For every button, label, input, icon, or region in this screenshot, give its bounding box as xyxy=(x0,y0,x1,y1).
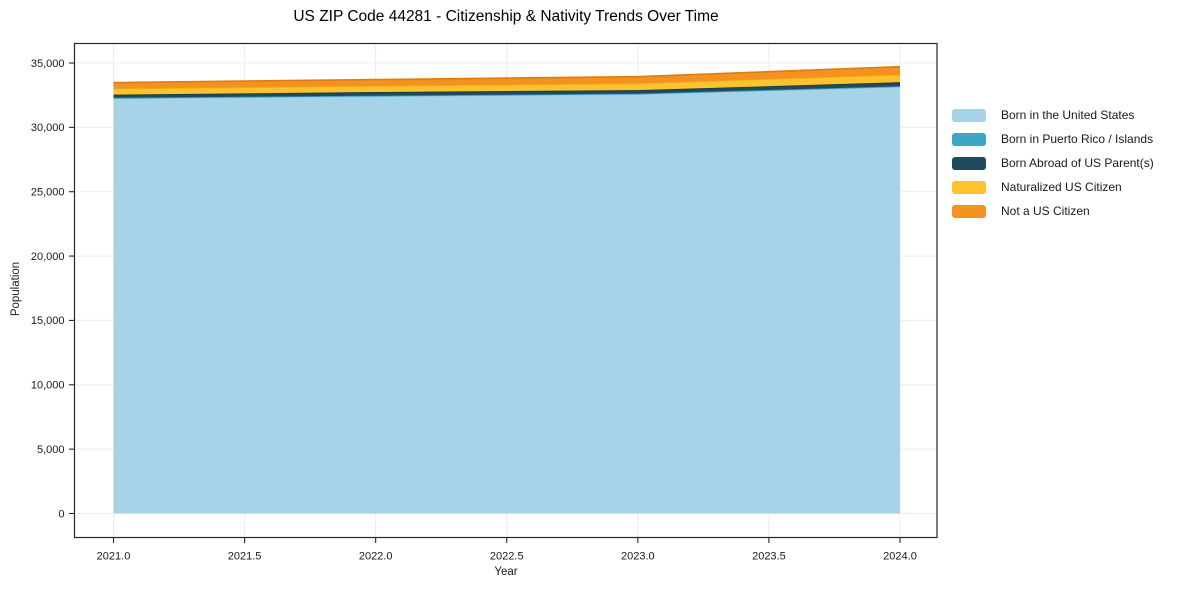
legend-swatch-icon xyxy=(952,180,986,194)
y-tick-label: 20,000 xyxy=(31,251,65,263)
x-tick-label: 2021.0 xyxy=(97,551,131,563)
y-tick-label: 35,000 xyxy=(31,58,65,70)
area-band-4 xyxy=(113,66,900,89)
legend-label: Born Abroad of US Parent(s) xyxy=(1001,156,1154,170)
x-tick-label: 2024.0 xyxy=(883,551,917,563)
y-tick-label: 5,000 xyxy=(37,444,65,456)
legend-label: Naturalized US Citizen xyxy=(1001,180,1122,194)
x-tick-label: 2023.0 xyxy=(621,551,655,563)
area-band-2 xyxy=(113,82,900,98)
legend-swatch-icon xyxy=(952,108,986,122)
legend: Born in the United States Born in Puerto … xyxy=(952,103,1154,223)
y-tick-label: 30,000 xyxy=(31,122,65,134)
x-tick-label: 2021.5 xyxy=(228,551,262,563)
y-tick-label: 10,000 xyxy=(31,380,65,392)
legend-swatch-icon xyxy=(952,132,986,146)
y-axis-label: Population xyxy=(10,261,22,317)
x-tick-label: 2022.0 xyxy=(359,551,393,563)
legend-swatch-icon xyxy=(952,156,986,170)
legend-item-4: Not a US Citizen xyxy=(952,199,1154,223)
chart-title: US ZIP Code 44281 - Citizenship & Nativi… xyxy=(293,8,719,25)
y-tick-label: 15,000 xyxy=(31,315,65,327)
y-tick-label: 0 xyxy=(58,508,64,520)
x-axis-label: Year xyxy=(494,566,518,578)
legend-label: Not a US Citizen xyxy=(1001,204,1090,218)
x-tick-label: 2023.5 xyxy=(752,551,786,563)
legend-swatch-icon xyxy=(952,204,986,218)
area-band-edge-4 xyxy=(113,65,901,84)
x-tick-label: 2022.5 xyxy=(490,551,524,563)
legend-label: Born in the United States xyxy=(1001,108,1135,122)
y-tick-label: 25,000 xyxy=(31,187,65,199)
legend-item-0: Born in the United States xyxy=(952,103,1154,127)
area-band-0 xyxy=(113,86,900,514)
legend-label: Born in Puerto Rico / Islands xyxy=(1001,132,1154,146)
plot-border xyxy=(73,42,938,539)
legend-item-1: Born in Puerto Rico / Islands xyxy=(952,127,1154,151)
legend-item-2: Born Abroad of US Parent(s) xyxy=(952,151,1154,175)
legend-item-3: Naturalized US Citizen xyxy=(952,175,1154,199)
